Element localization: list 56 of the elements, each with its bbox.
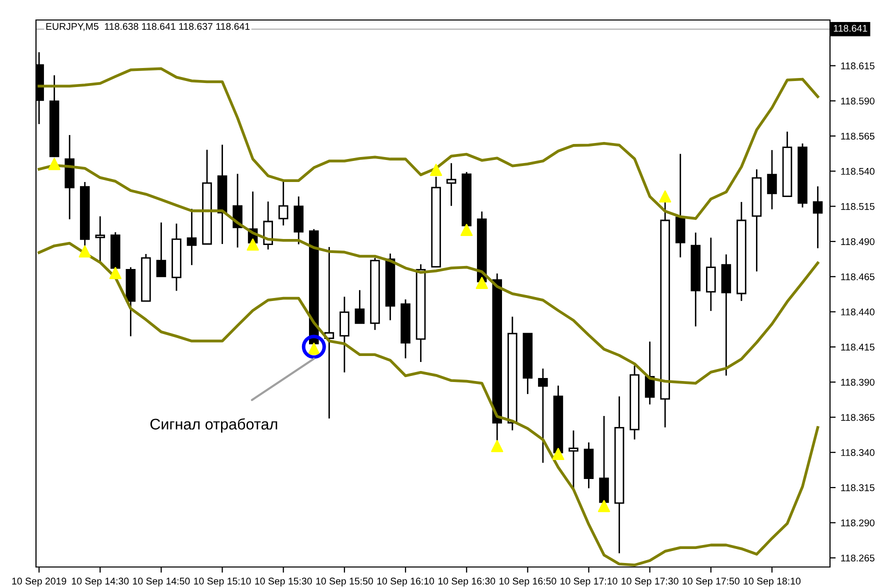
point [598,500,610,512]
candlestick [340,296,350,374]
y-tick-label: 118.615 [841,62,874,70]
candlestick [568,430,578,490]
candlestick [812,186,823,249]
y-tick-label: 118.515 [841,203,874,210]
x-tick-label: 10 Sep 17:30 [622,578,678,586]
point [430,164,442,176]
x-tick-label: 10 Sep 15:30 [255,578,312,586]
y-tick-label: 118.590 [841,98,874,104]
point [460,224,473,236]
point [552,448,564,460]
chart-title: EURJPY,M5 118.638 118.641 118.637 118.641 [46,22,250,32]
point [246,238,259,251]
x-tick-label: 10 Sep 2019 [12,578,66,586]
y-tick-label: 118.340 [841,449,874,456]
x-tick-label: 10 Sep 17:50 [682,578,740,586]
candlestick [354,289,365,324]
candlestick [95,216,106,264]
x-tick-label: 10 Sep 16:50 [499,578,556,586]
candlestick [278,180,288,226]
candlestick [186,208,197,266]
y-tick-label: 118.390 [841,378,874,386]
point [109,267,122,280]
y-tick-label: 118.540 [841,168,874,175]
candlestick [446,162,456,207]
x-tick-label: 10 Sep 16:10 [377,578,434,586]
x-tick-label: 10 Sep 18:10 [744,578,801,586]
point [78,245,91,258]
x-tick-label: 10 Sep 15:10 [194,578,251,586]
x-tick-label: 10 Sep 17:10 [560,578,618,586]
candlestick [538,368,548,464]
y-tick-label: 118.565 [841,132,874,140]
point [659,190,672,203]
x-tick-label: 10 Sep 15:50 [316,578,373,586]
y-tick-label: 118.365 [841,414,874,421]
y-tick-label: 118.290 [841,519,874,526]
y-tick-label: 118.490 [841,238,874,246]
point [491,440,504,452]
candlestick [767,149,777,210]
y-tick-label: 118.440 [841,308,874,316]
point [48,158,60,170]
point [476,276,488,290]
candlestick [156,222,166,278]
ref-line-label: 118.641 [834,24,868,32]
x-tick-label: 10 Sep 14:50 [133,578,190,586]
y-tick-label: 118.415 [841,344,874,351]
y-tick-label: 118.265 [841,554,874,562]
y-tick-label: 118.315 [841,484,874,492]
x-tick-label: 10 Sep 16:30 [438,578,496,586]
point [302,334,326,359]
candlestick [263,200,273,250]
x-tick-label: 10 Sep 14:30 [72,578,129,586]
annotation: Сигнал отработал [150,418,278,433]
y-tick-label: 118.465 [841,273,874,280]
line-series [38,242,820,566]
